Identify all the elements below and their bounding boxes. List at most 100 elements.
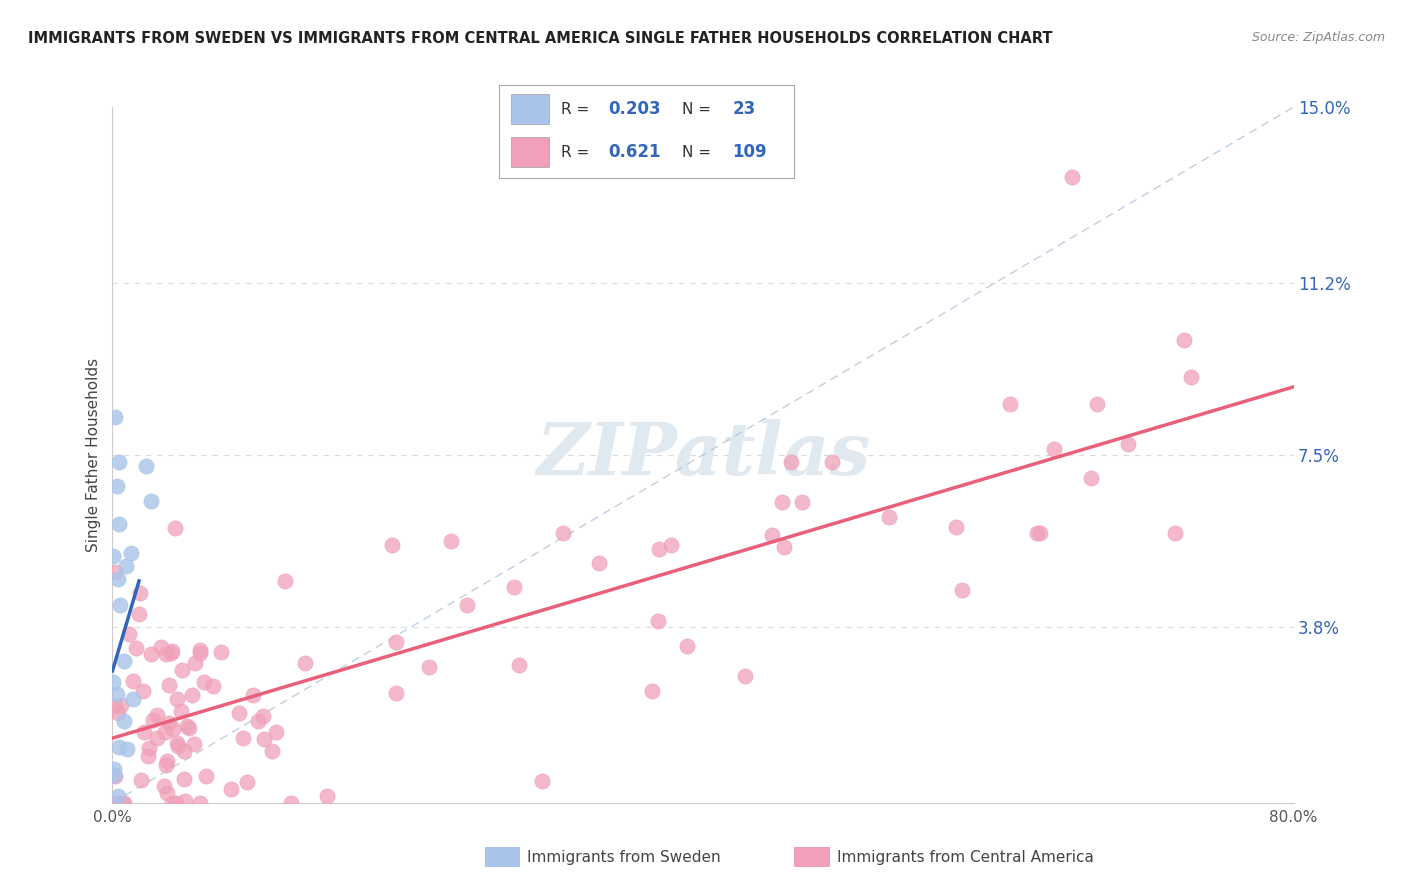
Point	[280, 796, 302, 810]
Text: ZIPatlas: ZIPatlas	[536, 419, 870, 491]
Point	[1116, 437, 1139, 451]
Point	[179, 721, 201, 735]
Point	[877, 509, 900, 524]
Point	[112, 714, 135, 728]
Point	[242, 689, 264, 703]
Point	[104, 796, 127, 810]
Point	[418, 660, 440, 674]
Point	[153, 779, 176, 793]
Point	[107, 572, 129, 586]
Point	[253, 732, 276, 747]
Point	[780, 455, 803, 469]
Point	[385, 686, 408, 700]
Text: Immigrants from Sweden: Immigrants from Sweden	[527, 850, 721, 864]
Text: R =: R =	[561, 145, 595, 160]
Text: IMMIGRANTS FROM SWEDEN VS IMMIGRANTS FROM CENTRAL AMERICA SINGLE FATHER HOUSEHOL: IMMIGRANTS FROM SWEDEN VS IMMIGRANTS FRO…	[28, 31, 1053, 46]
Point	[115, 559, 138, 574]
Point	[125, 641, 148, 656]
Point	[209, 645, 232, 659]
Point	[156, 754, 179, 768]
Point	[262, 744, 284, 758]
Point	[155, 648, 177, 662]
Y-axis label: Single Father Households: Single Father Households	[86, 358, 101, 552]
Point	[508, 658, 530, 673]
Point	[274, 574, 297, 588]
Point	[173, 772, 195, 787]
Point	[950, 583, 973, 598]
Point	[165, 796, 187, 810]
Point	[384, 635, 406, 649]
Point	[103, 815, 125, 830]
Text: 0.203: 0.203	[609, 100, 661, 118]
Point	[121, 546, 143, 560]
Text: R =: R =	[561, 102, 595, 117]
Point	[228, 706, 250, 721]
Text: N =: N =	[682, 102, 716, 117]
Point	[675, 639, 697, 653]
Point	[104, 698, 127, 713]
Point	[136, 749, 159, 764]
Point	[381, 538, 404, 552]
Point	[188, 642, 211, 657]
Text: N =: N =	[682, 145, 716, 160]
Point	[169, 704, 191, 718]
Point	[998, 397, 1021, 411]
Point	[761, 528, 783, 542]
Point	[183, 656, 205, 670]
Text: 0.621: 0.621	[609, 144, 661, 161]
Text: Source: ZipAtlas.com: Source: ZipAtlas.com	[1251, 31, 1385, 45]
Point	[104, 409, 127, 424]
Point	[160, 796, 183, 810]
Point	[167, 739, 190, 753]
Point	[440, 533, 463, 548]
Point	[1173, 333, 1195, 347]
Point	[139, 647, 162, 661]
Point	[145, 708, 167, 723]
Point	[232, 731, 254, 745]
Point	[1180, 370, 1202, 384]
Point	[456, 599, 478, 613]
Point	[772, 540, 794, 554]
Point	[588, 557, 610, 571]
Point	[162, 723, 184, 737]
Point	[247, 714, 270, 728]
Point	[128, 586, 150, 600]
Point	[155, 725, 177, 739]
Point	[166, 692, 188, 706]
Point	[101, 549, 124, 563]
Point	[142, 713, 165, 727]
Point	[173, 744, 195, 758]
Point	[221, 782, 243, 797]
Point	[640, 684, 662, 698]
Point	[118, 627, 141, 641]
Point	[112, 654, 135, 668]
Point	[531, 774, 554, 789]
Point	[236, 775, 259, 789]
Point	[104, 565, 127, 579]
Point	[107, 789, 129, 803]
Bar	[510, 137, 550, 167]
Text: 23: 23	[733, 100, 755, 118]
Point	[101, 675, 124, 690]
Point	[157, 715, 180, 730]
Point	[195, 769, 218, 783]
Point	[104, 769, 127, 783]
Point	[115, 742, 138, 756]
Point	[110, 698, 132, 712]
Point	[183, 737, 205, 751]
Point	[1080, 471, 1102, 485]
Point	[108, 599, 131, 613]
Point	[1043, 442, 1066, 457]
Point	[132, 725, 155, 739]
Point	[252, 708, 274, 723]
Point	[122, 692, 145, 706]
Point	[174, 794, 197, 808]
Point	[1028, 526, 1050, 541]
Point	[157, 677, 180, 691]
Point	[128, 607, 150, 622]
Point	[107, 706, 129, 720]
Point	[110, 796, 132, 810]
Point	[112, 796, 135, 810]
Point	[770, 494, 793, 508]
Point	[294, 656, 316, 670]
